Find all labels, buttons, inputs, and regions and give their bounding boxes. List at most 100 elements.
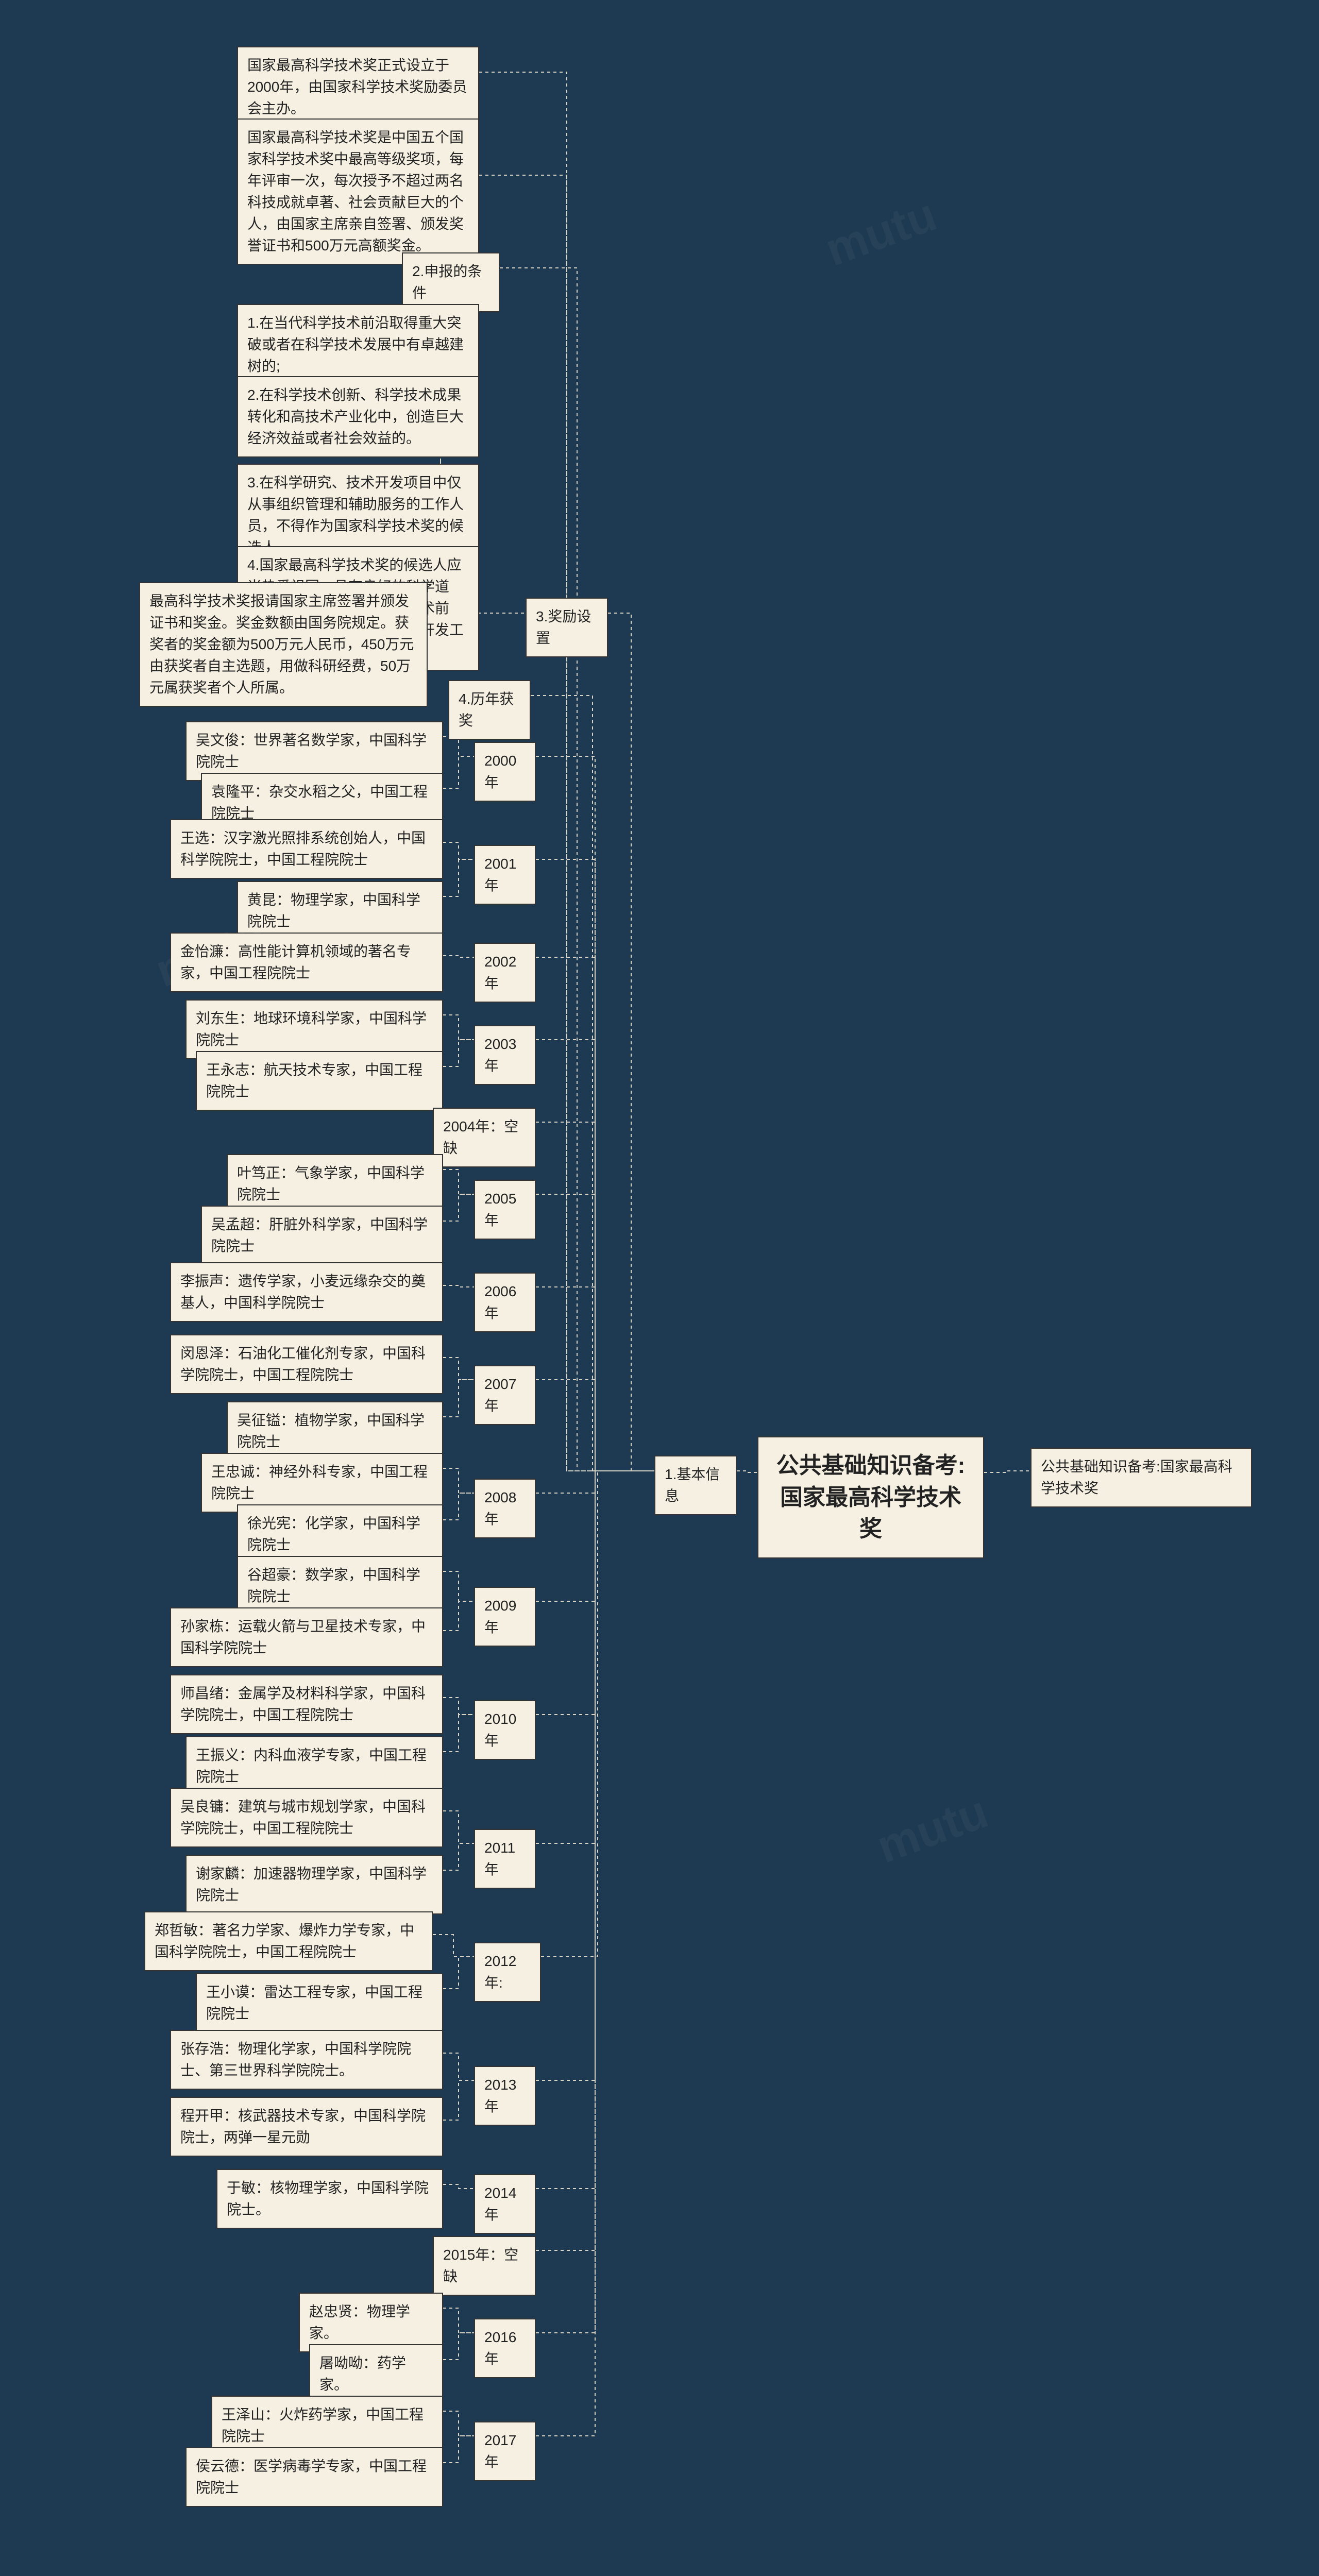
node-text: 吴文俊：世界著名数学家，中国科学院院士 (196, 732, 427, 770)
mindmap-node-y2003b: 王永志：航天技术专家，中国工程院院士 (196, 1051, 443, 1111)
mindmap-node-y2011a: 吴良镛：建筑与城市规划学家，中国科学院院士，中国工程院院士 (170, 1788, 443, 1848)
node-text: 吴孟超：肝脏外科学家，中国科学院院士 (211, 1216, 428, 1254)
mindmap-node-y2012: 2012年: (474, 1942, 541, 2002)
mindmap-node-root: 公共基础知识备考:国家最高科学技术奖 (757, 1436, 984, 1558)
node-text: 屠呦呦：药学家。 (319, 2355, 406, 2393)
mindmap-node-y2013: 2013年 (474, 2066, 536, 2126)
mindmap-node-y2015: 2015年：空缺 (433, 2236, 536, 2296)
mindmap-node-y2001: 2001年 (474, 845, 536, 905)
mindmap-node-y2014a: 于敏：核物理学家，中国科学院院士。 (216, 2169, 443, 2229)
mindmap-node-y2017: 2017年 (474, 2421, 536, 2481)
node-text: 王振义：内科血液学专家，中国工程院院士 (196, 1747, 427, 1785)
node-text: 2008年 (484, 1489, 516, 1527)
mindmap-node-y2010: 2010年 (474, 1700, 536, 1760)
mindmap-node-y2017b: 侯云德：医学病毒学专家，中国工程院院士 (185, 2447, 443, 2507)
node-text: 2.在科学技术创新、科学技术成果转化和高技术产业化中，创造巨大经济效益或者社会效… (247, 387, 464, 446)
mindmap-node-y2005a: 叶笃正：气象学家，中国科学院院士 (227, 1154, 443, 1214)
mindmap-node-y2002: 2002年 (474, 943, 536, 1003)
node-text: 郑哲敏：著名力学家、爆炸力学专家，中国科学院院士，中国工程院院士 (155, 1922, 414, 1960)
node-text: 国家最高科学技术奖正式设立于2000年，由国家科学技术奖励委员会主办。 (247, 57, 467, 116)
node-text: 师昌绪：金属学及材料科学家，中国科学院院士，中国工程院院士 (180, 1685, 426, 1723)
node-text: 2005年 (484, 1191, 516, 1228)
mindmap-node-y2014: 2014年 (474, 2174, 536, 2234)
mindmap-node-y2008b: 徐光宪：化学家，中国科学院院士 (237, 1504, 443, 1564)
node-text: 黄昆：物理学家，中国科学院院士 (247, 892, 420, 929)
node-text: 闵恩泽：石油化工催化剂专家，中国科学院院士，中国工程院院士 (180, 1345, 426, 1383)
node-text: 2002年 (484, 954, 516, 991)
mindmap-node-lv1: 1.基本信息 (654, 1455, 737, 1515)
node-text: 2013年 (484, 2077, 516, 2114)
mindmap-node-y2004: 2004年：空缺 (433, 1108, 536, 1167)
node-text: 孙家栋：运载火箭与卫星技术专家，中国科学院院士 (180, 1618, 426, 1656)
node-text: 叶笃正：气象学家，中国科学院院士 (237, 1165, 425, 1202)
mindmap-node-y2009: 2009年 (474, 1587, 536, 1647)
node-text: 2015年：空缺 (443, 2247, 518, 2284)
mindmap-node-y2017a: 王泽山：火炸药学家，中国工程院院士 (211, 2396, 443, 2455)
node-text: 2011年 (484, 1840, 515, 1877)
node-text: 公共基础知识备考:国家最高科学技术奖 (1041, 1459, 1232, 1496)
mindmap-node-y2006a: 李振声：遗传学家，小麦远缘杂交的奠基人，中国科学院院士 (170, 1262, 443, 1322)
node-text: 王永志：航天技术专家，中国工程院院士 (206, 1062, 422, 1099)
node-text: 赵忠贤：物理学家。 (309, 2303, 410, 2341)
node-text: 程开甲：核武器技术专家，中国科学院院士，两弹一星元勋 (180, 2108, 426, 2145)
node-text: 侯云德：医学病毒学专家，中国工程院院士 (196, 2458, 427, 2496)
node-text: 谢家麟：加速器物理学家，中国科学院院士 (196, 1866, 427, 1903)
node-text: 2001年 (484, 856, 516, 893)
mindmap-node-y2009a: 谷超豪：数学家，中国科学院院士 (237, 1556, 443, 1616)
node-text: 2003年 (484, 1036, 516, 1074)
mindmap-node-y2008a: 王忠诚：神经外科专家，中国工程院院士 (201, 1453, 443, 1513)
mindmap-node-r1: 公共基础知识备考:国家最高科学技术奖 (1030, 1448, 1252, 1507)
node-text: 王泽山：火炸药学家，中国工程院院士 (222, 2406, 424, 2444)
mindmap-node-y2008: 2008年 (474, 1479, 536, 1538)
mindmap-node-y2010a: 师昌绪：金属学及材料科学家，中国科学院院士，中国工程院院士 (170, 1674, 443, 1734)
node-text: 2004年：空缺 (443, 1118, 518, 1156)
mindmap-node-y2007a: 闵恩泽：石油化工催化剂专家，中国科学院院士，中国工程院院士 (170, 1334, 443, 1394)
node-text: 2007年 (484, 1376, 516, 1414)
mindmap-node-y2007: 2007年 (474, 1365, 536, 1425)
mindmap-node-y2007b: 吴征镒：植物学家，中国科学院院士 (227, 1401, 443, 1461)
node-text: 张存浩：物理化学家，中国科学院院士、第三世界科学院院士。 (180, 2041, 411, 2078)
mindmap-node-history: 4.历年获奖 (448, 680, 531, 740)
mindmap-node-y2013a: 张存浩：物理化学家，中国科学院院士、第三世界科学院院士。 (170, 2030, 443, 2090)
mindmap-node-c2: 2.在科学技术创新、科学技术成果转化和高技术产业化中，创造巨大经济效益或者社会效… (237, 376, 479, 457)
node-text: 李振声：遗传学家，小麦远缘杂交的奠基人，中国科学院院士 (180, 1273, 426, 1311)
mindmap-node-y2011b: 谢家麟：加速器物理学家，中国科学院院士 (185, 1855, 443, 1914)
mindmap-node-y2005: 2005年 (474, 1180, 536, 1240)
node-text: 谷超豪：数学家，中国科学院院士 (247, 1567, 420, 1604)
node-text: 于敏：核物理学家，中国科学院院士。 (227, 2180, 429, 2217)
node-text: 2016年 (484, 2329, 516, 2367)
mindmap-node-y2005b: 吴孟超：肝脏外科学家，中国科学院院士 (201, 1206, 443, 1265)
mindmap-node-rw1: 最高科学技术奖报请国家主席签署并颁发证书和奖金。奖金数额由国务院规定。获奖者的奖… (139, 582, 428, 707)
node-text: 2006年 (484, 1283, 516, 1321)
node-text: 2017年 (484, 2432, 516, 2470)
mindmap-node-y2016: 2016年 (474, 2318, 536, 2378)
mindmap-node-y2016a: 赵忠贤：物理学家。 (299, 2293, 443, 2352)
node-text: 徐光宪：化学家，中国科学院院士 (247, 1515, 420, 1553)
mindmap-node-intro1: 国家最高科学技术奖正式设立于2000年，由国家科学技术奖励委员会主办。 (237, 46, 479, 128)
node-text: 1.在当代科学技术前沿取得重大突破或者在科学技术发展中有卓越建树的; (247, 315, 464, 374)
mindmap-node-y2006: 2006年 (474, 1273, 536, 1332)
mindmap-node-c1: 1.在当代科学技术前沿取得重大突破或者在科学技术发展中有卓越建树的; (237, 304, 479, 385)
mindmap-node-y2000: 2000年 (474, 742, 536, 802)
node-text: 3.在科学研究、技术开发项目中仅从事组织管理和辅助服务的工作人员，不得作为国家科… (247, 474, 464, 555)
node-text: 公共基础知识备考:国家最高科学技术奖 (776, 1453, 966, 1541)
node-text: 最高科学技术奖报请国家主席签署并颁发证书和奖金。奖金数额由国务院规定。获奖者的奖… (149, 593, 414, 696)
mindmap-node-y2011: 2011年 (474, 1829, 536, 1889)
mindmap-node-y2003a: 刘东生：地球环境科学家，中国科学院院士 (185, 999, 443, 1059)
node-text: 刘东生：地球环境科学家，中国科学院院士 (196, 1010, 427, 1048)
node-text: 2009年 (484, 1598, 516, 1635)
node-text: 王忠诚：神经外科专家，中国工程院院士 (211, 1464, 428, 1501)
node-text: 4.历年获奖 (459, 691, 514, 728)
node-text: 袁隆平：杂交水稻之父，中国工程院院士 (211, 784, 428, 821)
node-text: 2012年: (484, 1953, 516, 1991)
node-text: 2000年 (484, 753, 516, 790)
mindmap-node-intro2: 国家最高科学技术奖是中国五个国家科学技术奖中最高等级奖项，每年评审一次，每次授予… (237, 118, 479, 265)
mindmap-node-y2009b: 孙家栋：运载火箭与卫星技术专家，中国科学院院士 (170, 1607, 443, 1667)
mindmap-node-y2003: 2003年 (474, 1025, 536, 1085)
node-text: 王小谟：雷达工程专家，中国工程院院士 (206, 1984, 422, 2022)
node-text: 2010年 (484, 1711, 516, 1749)
mindmap-node-cond: 2.申报的条件 (402, 252, 500, 312)
node-text: 国家最高科学技术奖是中国五个国家科学技术奖中最高等级奖项，每年评审一次，每次授予… (247, 129, 464, 253)
node-text: 2014年 (484, 2185, 516, 2223)
mindmap-node-y2016b: 屠呦呦：药学家。 (309, 2344, 443, 2404)
